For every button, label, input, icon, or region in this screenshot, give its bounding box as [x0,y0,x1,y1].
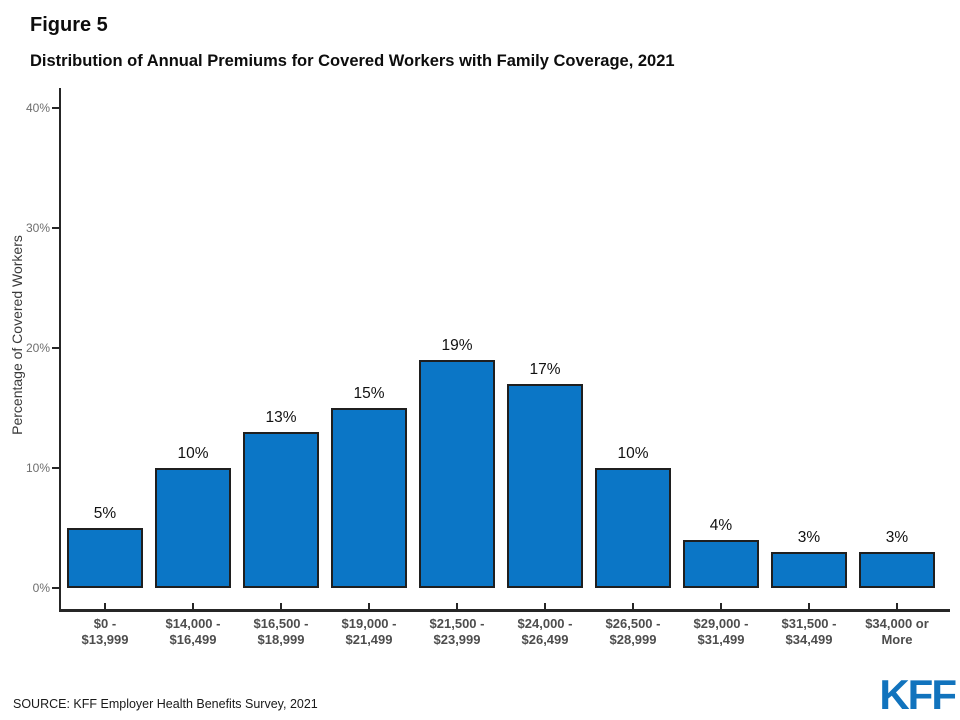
y-tick-mark [52,467,59,469]
bar-value-label: 4% [709,516,733,534]
bar-group: 10% [149,88,237,588]
bar [155,468,231,588]
bar [507,384,583,588]
bar-group: 3% [853,88,941,588]
figure-number: Figure 5 [30,14,108,36]
x-tick-label: $16,500 - $18,999 [253,616,309,647]
bar-value-label: 15% [353,384,385,402]
x-tick-mark [632,603,634,609]
bar-group: 15% [325,88,413,588]
x-tick-mark [192,603,194,609]
x-tick-label: $31,500 - $34,499 [781,616,837,647]
y-tick-label: 40% [25,101,50,115]
bar-value-label: 19% [441,336,473,354]
bar [683,540,759,588]
y-tick-mark [52,347,59,349]
bar-value-label: 13% [265,408,297,426]
x-tick-mark [368,603,370,609]
bar-group: 17% [501,88,589,588]
x-tick-mark [720,603,722,609]
x-tick-label: $24,000 - $26,499 [517,616,573,647]
x-tick-mark [456,603,458,609]
y-axis-line [59,88,61,611]
bar [243,432,319,588]
x-tick-label: $14,000 - $16,499 [165,616,221,647]
x-tick-label: $26,500 - $28,999 [605,616,661,647]
x-tick-label: $29,000 - $31,499 [693,616,749,647]
y-tick-label: 20% [25,341,50,355]
x-axis-labels: $0 - $13,999 $14,000 - $16,499 $16,500 - $18,… [61,616,941,648]
bar-group: 5% [61,88,149,588]
y-tick-label: 0% [32,581,50,595]
x-tick-label: $21,500 - $23,999 [429,616,485,647]
bar [331,408,407,588]
bar [595,468,671,588]
x-tick-mark [896,603,898,609]
x-tick-label: $0 - $13,999 [81,616,129,647]
x-tick-mark [544,603,546,609]
x-tick-label: $19,000 - $21,499 [341,616,397,647]
bar-value-label: 10% [177,444,209,462]
bar-value-label: 10% [617,444,649,462]
page-title: Distribution of Annual Premiums for Cove… [30,52,675,70]
bar-group: 13% [237,88,325,588]
bars-row: 5% 10% 13% 15% 19% 17% 10% 4% 3% 3% [61,88,941,588]
bar [859,552,935,588]
bar-group: 4% [677,88,765,588]
x-tick-mark [104,603,106,609]
bar-group: 3% [765,88,853,588]
x-tick-label: $34,000 or More [865,616,929,647]
y-axis-title: Percentage of Covered Workers [9,235,25,435]
bar [67,528,143,588]
y-tick-mark [52,107,59,109]
y-tick-mark [52,227,59,229]
bar-value-label: 3% [797,528,821,546]
x-tick-mark [808,603,810,609]
bar-value-label: 5% [93,504,117,522]
x-axis-line [59,609,950,612]
x-tick-mark [280,603,282,609]
bar-value-label: 17% [529,360,561,378]
bar [771,552,847,588]
source-note: SOURCE: KFF Employer Health Benefits Sur… [13,697,318,711]
kff-logo: KFF [879,671,957,718]
bar [419,360,495,588]
bar-group: 10% [589,88,677,588]
bar-group: 19% [413,88,501,588]
bar-value-label: 3% [885,528,909,546]
y-tick-label: 30% [25,221,50,235]
y-tick-label: 10% [25,461,50,475]
y-tick-mark [52,587,59,589]
